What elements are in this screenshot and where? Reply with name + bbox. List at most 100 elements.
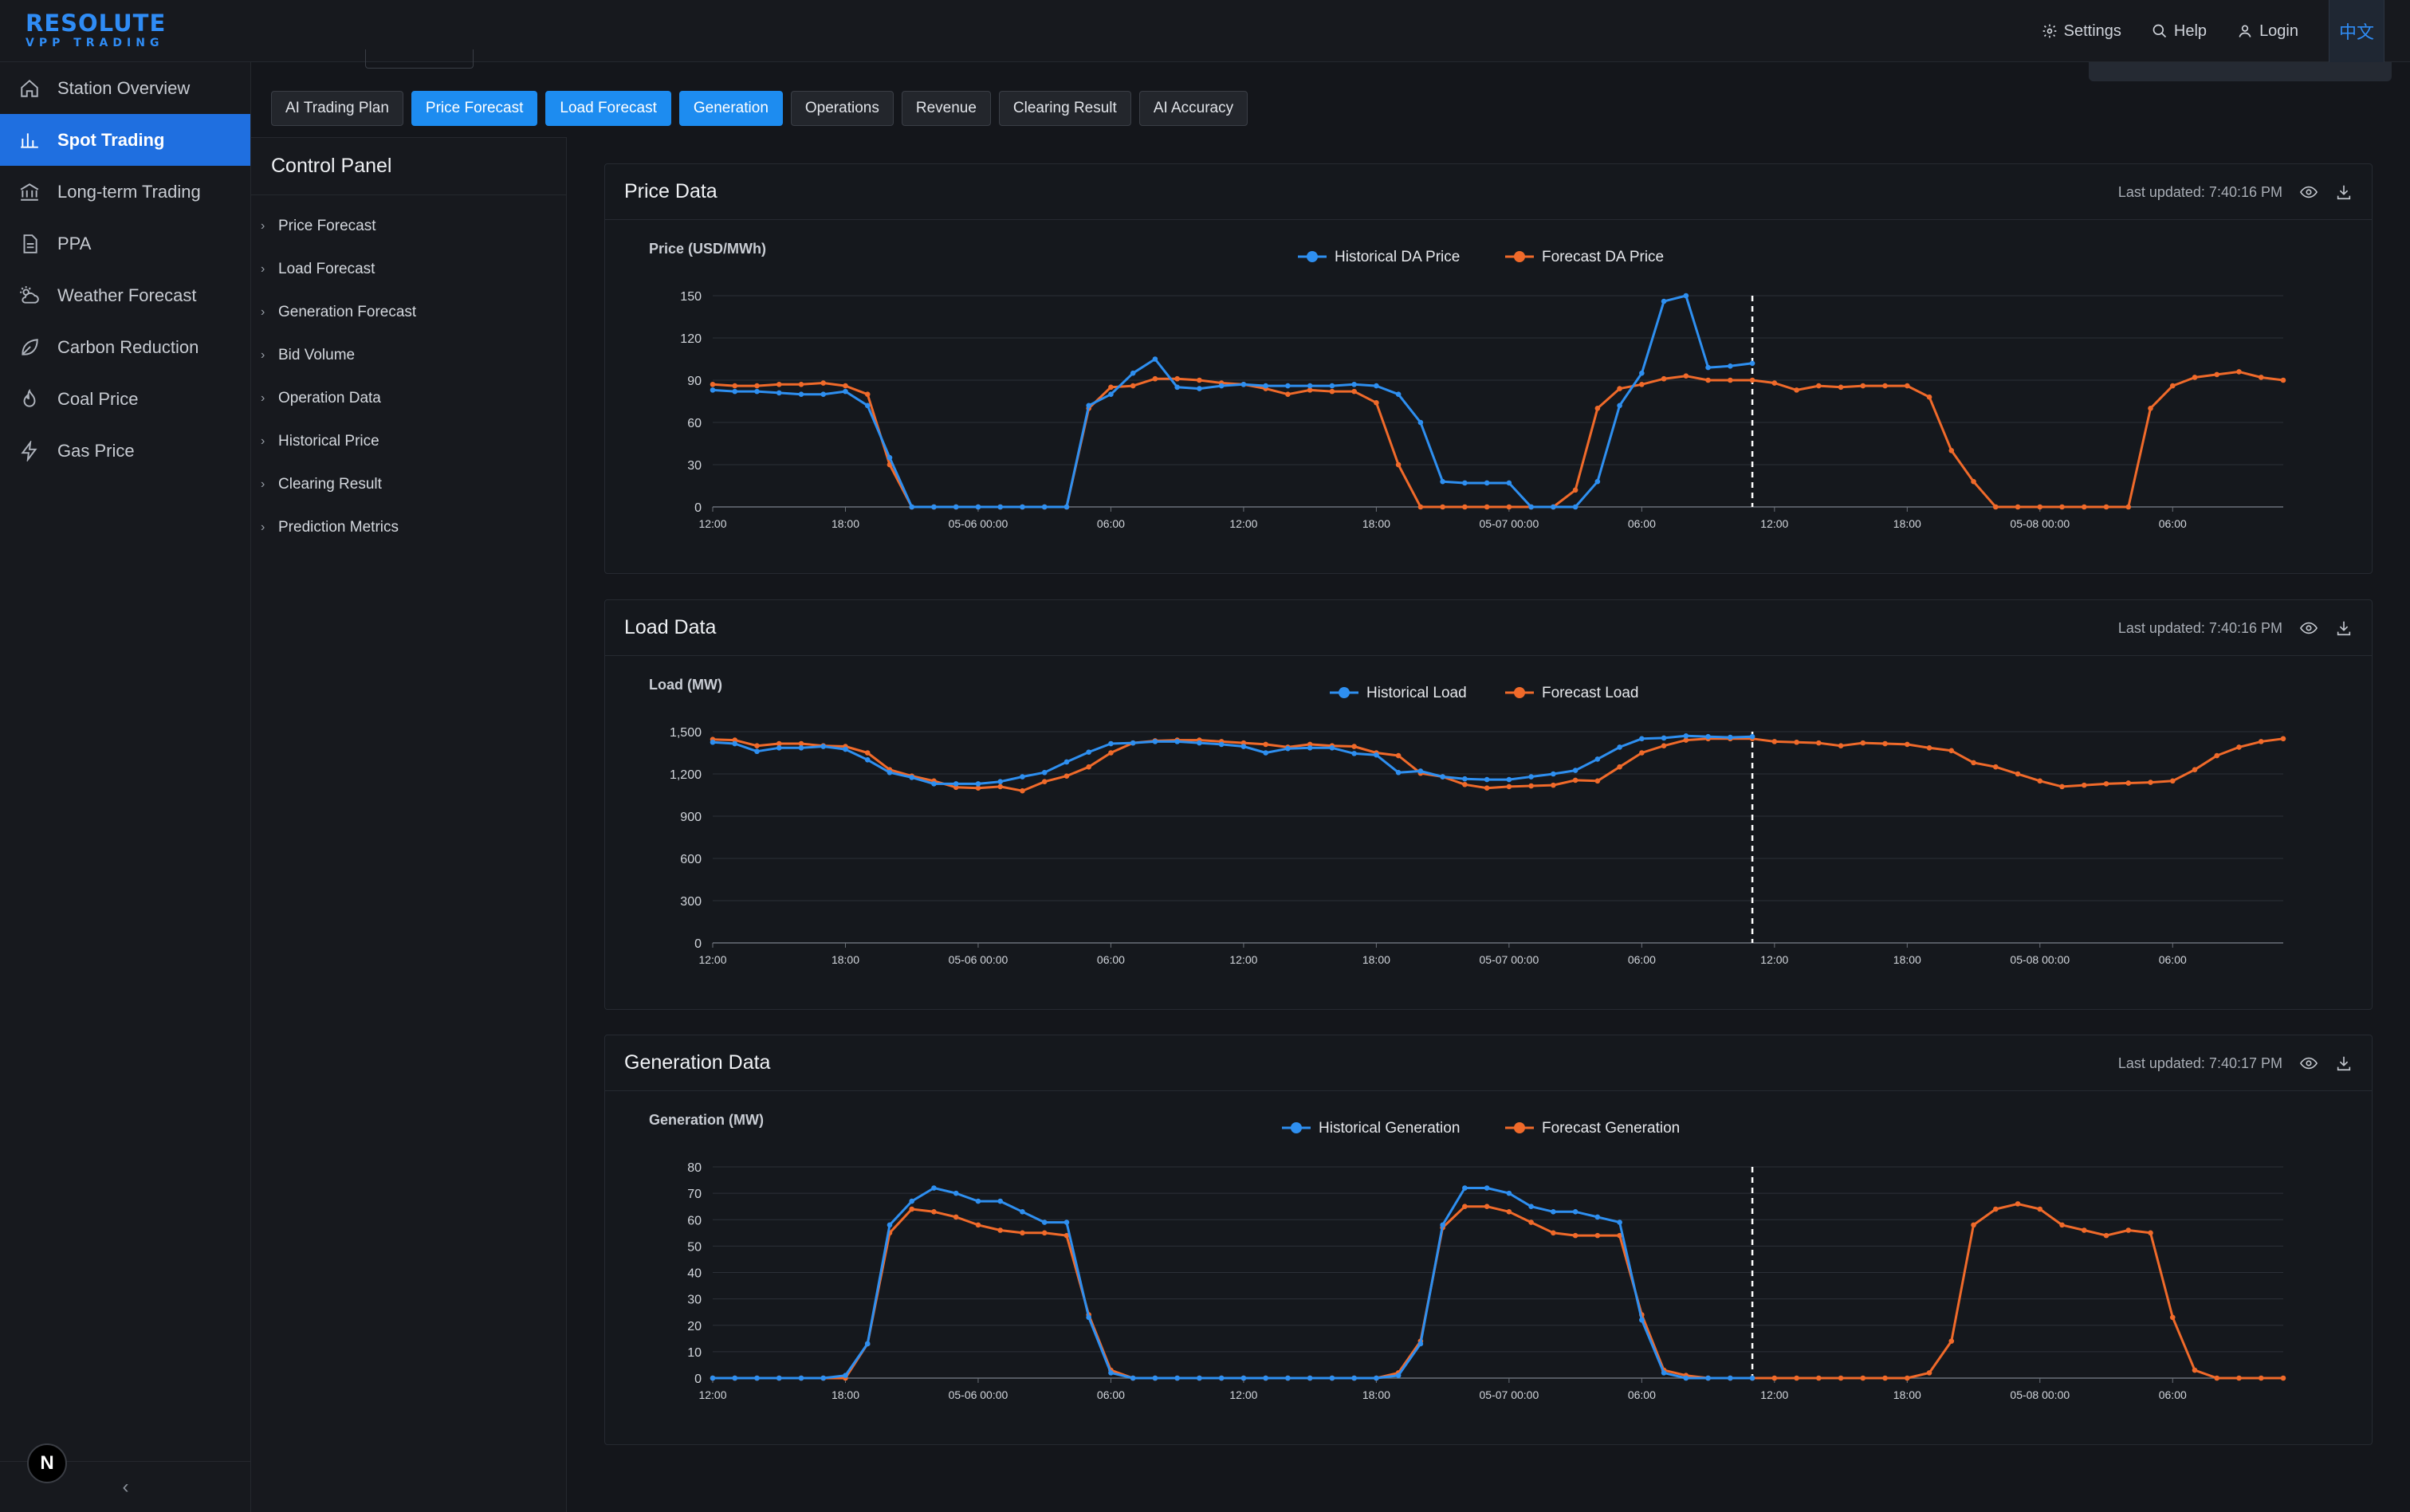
download-icon[interactable] bbox=[2335, 183, 2353, 201]
data-point-forecast bbox=[798, 382, 804, 387]
sidebar-item-label: Long-term Trading bbox=[57, 181, 201, 202]
sidebar-item-carbon-reduction[interactable]: Carbon Reduction bbox=[0, 321, 250, 373]
sidebar-item-coal-price[interactable]: Coal Price bbox=[0, 373, 250, 425]
series-line-historical bbox=[713, 1187, 1753, 1380]
data-point-historical bbox=[1749, 1375, 1755, 1381]
data-point-historical bbox=[776, 745, 782, 751]
tab-generation[interactable]: Generation bbox=[678, 91, 783, 126]
data-point-forecast bbox=[1351, 744, 1357, 749]
legend-dot-historical bbox=[1307, 251, 1318, 262]
tab-revenue[interactable]: Revenue bbox=[901, 91, 991, 126]
dev-badge[interactable]: N bbox=[27, 1443, 67, 1483]
data-point-forecast bbox=[2258, 375, 2264, 380]
data-point-historical bbox=[1086, 403, 1091, 409]
data-point-historical bbox=[1572, 768, 1578, 773]
x-tick-label: 05-07 00:00 bbox=[1480, 1388, 1539, 1401]
data-point-historical bbox=[1374, 383, 1379, 389]
brand-tagline: VPP TRADING bbox=[26, 37, 164, 49]
data-point-forecast bbox=[2125, 504, 2132, 510]
sidebar-item-ppa[interactable]: PPA bbox=[0, 218, 250, 269]
data-point-historical bbox=[975, 781, 981, 787]
cp-item-bid-volume[interactable]: › Bid Volume bbox=[251, 334, 566, 377]
settings-button[interactable]: Settings bbox=[2042, 22, 2121, 41]
card-title: Load Data bbox=[624, 616, 717, 638]
x-tick-label: 12:00 bbox=[698, 1388, 726, 1401]
tab-ai-accuracy[interactable]: AI Accuracy bbox=[1138, 91, 1248, 126]
y-axis-label: Price (USD/MWh) bbox=[649, 241, 766, 257]
data-point-historical bbox=[1041, 1219, 1048, 1225]
tab-clearing-result[interactable]: Clearing Result bbox=[998, 91, 1131, 126]
data-point-historical bbox=[710, 739, 716, 745]
sidebar-item-weather-forecast[interactable]: Weather Forecast bbox=[0, 269, 250, 321]
data-point-forecast bbox=[1484, 504, 1490, 510]
chevron-right-icon: › bbox=[261, 348, 265, 362]
cp-item-price-forecast[interactable]: › Price Forecast bbox=[251, 205, 566, 248]
sidebar-item-long-term-trading[interactable]: Long-term Trading bbox=[0, 166, 250, 218]
data-point-historical bbox=[1351, 1375, 1357, 1381]
card-header: Load Data Last updated: 7:40:16 PM bbox=[605, 600, 2372, 656]
brand-logo[interactable]: RESOLUTE VPP TRADING bbox=[26, 11, 166, 49]
cp-item-prediction-metrics[interactable]: › Prediction Metrics bbox=[251, 506, 566, 549]
x-tick-label: 06:00 bbox=[2159, 517, 2187, 530]
eye-icon[interactable] bbox=[2300, 1054, 2318, 1072]
eye-icon[interactable] bbox=[2300, 183, 2318, 201]
data-point-forecast bbox=[754, 383, 760, 389]
data-point-historical bbox=[732, 740, 738, 747]
data-point-forecast bbox=[953, 1214, 959, 1220]
data-point-forecast bbox=[2081, 782, 2087, 788]
download-icon[interactable] bbox=[2335, 619, 2353, 637]
cp-item-historical-price[interactable]: › Historical Price bbox=[251, 420, 566, 463]
data-point-historical bbox=[1240, 382, 1247, 387]
bar-chart-icon bbox=[21, 132, 38, 148]
sidebar-collapse-button[interactable]: ‹ bbox=[0, 1461, 251, 1512]
y-tick-label: 150 bbox=[680, 290, 702, 304]
flame-icon bbox=[23, 388, 36, 407]
data-point-forecast bbox=[1594, 1232, 1601, 1239]
legend-dot-forecast bbox=[1514, 251, 1525, 262]
data-point-forecast bbox=[997, 783, 1004, 790]
price-chart[interactable]: Price (USD/MWh) Historical DA Price Foreca… bbox=[605, 220, 2373, 575]
data-point-historical bbox=[1683, 1375, 1689, 1381]
login-button[interactable]: Login bbox=[2237, 22, 2298, 41]
load-chart[interactable]: Load (MW) Historical Load Forecast Load 0 30… bbox=[605, 656, 2373, 1011]
eye-icon[interactable] bbox=[2300, 619, 2318, 637]
data-point-forecast bbox=[1484, 1204, 1490, 1209]
date-picker-partial[interactable] bbox=[365, 49, 474, 69]
data-point-historical bbox=[975, 504, 981, 510]
data-point-forecast bbox=[1152, 375, 1158, 382]
tab-operations[interactable]: Operations bbox=[790, 91, 894, 126]
data-point-forecast bbox=[732, 383, 738, 389]
cp-item-generation-forecast[interactable]: › Generation Forecast bbox=[251, 291, 566, 334]
help-button[interactable]: Help bbox=[2152, 22, 2207, 41]
legend-dot-historical bbox=[1339, 687, 1350, 698]
settings-label: Settings bbox=[2063, 22, 2121, 40]
y-axis-label: Load (MW) bbox=[649, 677, 722, 693]
generation-chart[interactable]: Generation (MW) Historical Generation Fore… bbox=[605, 1091, 2373, 1446]
sidebar-item-spot-trading[interactable]: Spot Trading bbox=[0, 114, 250, 166]
cp-item-clearing-result[interactable]: › Clearing Result bbox=[251, 463, 566, 506]
x-tick-label: 18:00 bbox=[1893, 517, 1921, 530]
tab-price-forecast[interactable]: Price Forecast bbox=[411, 91, 538, 126]
tab-ai-trading-plan[interactable]: AI Trading Plan bbox=[271, 91, 403, 126]
sidebar-item-station-overview[interactable]: Station Overview bbox=[0, 62, 250, 114]
x-tick-label: 05-06 00:00 bbox=[949, 517, 1008, 530]
data-point-forecast bbox=[2236, 369, 2242, 375]
tab-load-forecast[interactable]: Load Forecast bbox=[545, 91, 671, 126]
cp-item-load-forecast[interactable]: › Load Forecast bbox=[251, 248, 566, 291]
data-point-historical bbox=[1506, 1190, 1512, 1196]
data-point-historical bbox=[931, 1185, 937, 1191]
data-point-historical bbox=[864, 1341, 871, 1347]
sidebar-item-gas-price[interactable]: Gas Price bbox=[0, 425, 250, 477]
data-point-forecast bbox=[2258, 1375, 2264, 1381]
cp-item-operation-data[interactable]: › Operation Data bbox=[251, 377, 566, 420]
data-point-forecast bbox=[2059, 783, 2065, 790]
data-point-forecast bbox=[1882, 1375, 1888, 1381]
data-point-forecast bbox=[1860, 383, 1866, 389]
y-tick-label: 600 bbox=[680, 853, 702, 866]
data-point-historical bbox=[1462, 480, 1468, 486]
language-toggle[interactable]: 中文 bbox=[2329, 0, 2384, 62]
download-icon[interactable] bbox=[2335, 1054, 2353, 1072]
data-point-historical bbox=[1063, 759, 1070, 765]
data-point-forecast bbox=[2015, 504, 2021, 510]
